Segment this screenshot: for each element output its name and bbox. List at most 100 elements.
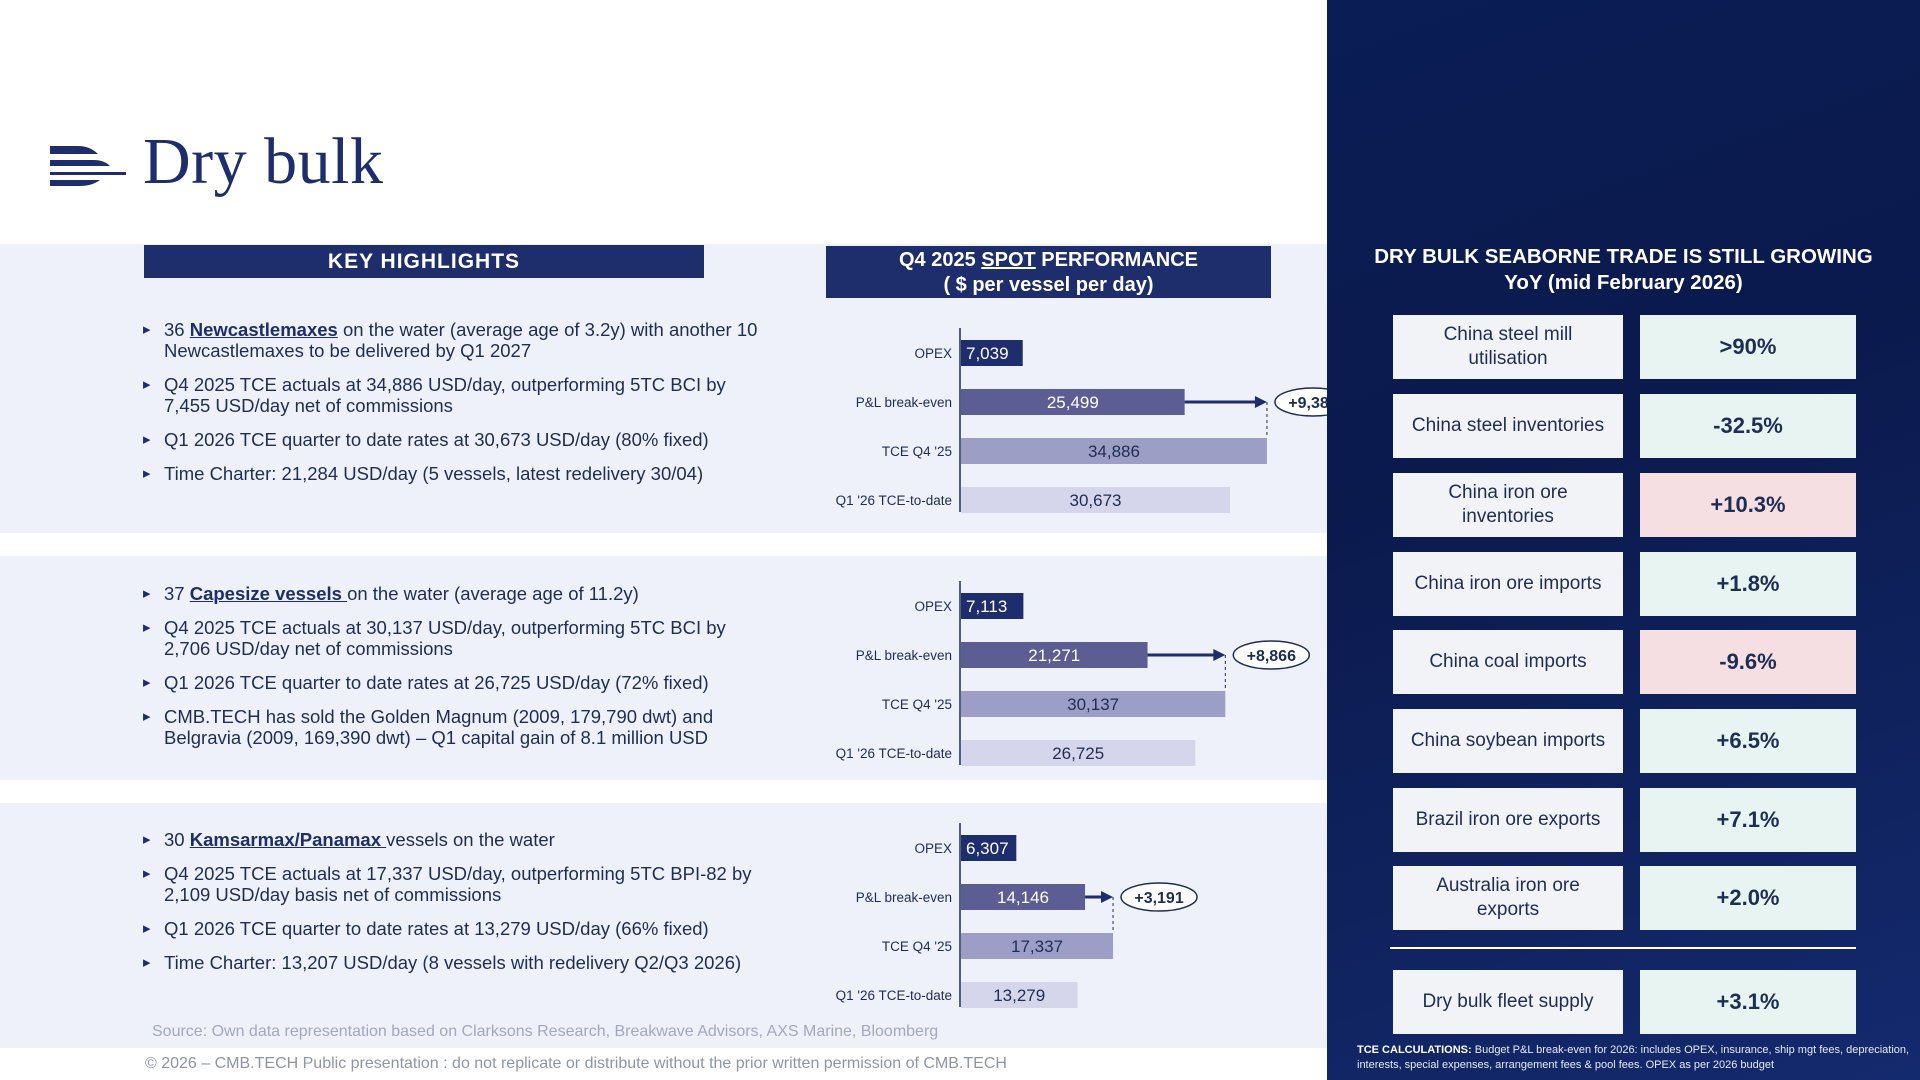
bar [961, 933, 1114, 959]
metric-row: China steel mill utilisation >90% [1393, 315, 1856, 379]
delta-arrow-head [1254, 396, 1267, 408]
bar [961, 691, 1226, 717]
list-item: 30 Kamsarmax/Panamax vessels on the wate… [143, 829, 763, 850]
list-item: Q1 2026 TCE quarter to date rates at 26,… [143, 672, 763, 693]
metric-value: >90% [1640, 315, 1856, 379]
metric-label: China steel inventories [1393, 394, 1623, 458]
list-item: Q4 2025 TCE actuals at 30,137 USD/day, o… [143, 617, 763, 659]
list-item: CMB.TECH has sold the Golden Magnum (200… [143, 706, 763, 748]
metric-label: China coal imports [1393, 630, 1623, 694]
metric-label: China iron ore inventories [1393, 473, 1623, 537]
bar-value-label: 25,499 [1047, 393, 1099, 412]
newcastlemaxes-link[interactable]: Newcastlemaxes [189, 319, 338, 340]
category-label: P&L break-even [856, 648, 952, 663]
category-label: OPEX [914, 346, 952, 361]
delta-bubble [1120, 882, 1198, 912]
bullet-text: Q4 2025 TCE actuals at 34,886 USD/day, o… [164, 374, 726, 416]
key-highlights-header: KEY HIGHLIGHTS [144, 245, 704, 278]
category-label: TCE Q4 '25 [882, 697, 952, 712]
bullet-text: Q1 2026 TCE quarter to date rates at 13,… [164, 918, 709, 939]
metric-value: +3.1% [1640, 970, 1856, 1034]
metric-value: +10.3% [1640, 473, 1856, 537]
bullet-text: Q4 2025 TCE actuals at 30,137 USD/day, o… [164, 617, 726, 659]
metric-label: China soybean imports [1393, 709, 1623, 773]
list-item: Q4 2025 TCE actuals at 34,886 USD/day, o… [143, 374, 763, 416]
bar [961, 884, 1086, 910]
bullet-text: 37 [164, 583, 190, 604]
capesize-vessels-link[interactable]: Capesize vessels [189, 583, 348, 604]
bullet-text: vessels on the water [386, 829, 555, 850]
metric-divider [1390, 947, 1856, 949]
category-label: P&L break-even [856, 395, 952, 410]
spot-chart-kamsarmax: OPEX 6,307 P&L break-even 14,146 TCE Q4 '25 1… [820, 815, 1340, 1015]
tce-calculations-note: TCE CALCULATIONS: Budget P&L break-even … [1357, 1043, 1917, 1073]
bar-value-label: 26,725 [1052, 744, 1104, 763]
bullet-text: CMB.TECH has sold the Golden Magnum (200… [164, 706, 714, 748]
metric-row: China iron ore inventories +10.3% [1393, 473, 1856, 537]
metric-label: Brazil iron ore exports [1393, 788, 1623, 852]
bar-chart-svg: OPEX 7,113 P&L break-even 21,271 TCE Q4 '25 3… [836, 581, 1311, 766]
bullet-text: Q4 2025 TCE actuals at 17,337 USD/day, o… [164, 863, 752, 905]
bar-value-label: 17,337 [1011, 937, 1063, 956]
category-label: Q1 '26 TCE-to-date [836, 988, 952, 1003]
capesize-highlights: 37 Capesize vessels on the water (averag… [143, 583, 763, 761]
kamsarmax-panamax-link[interactable]: Kamsarmax/Panamax [189, 829, 387, 850]
right-panel-title: DRY BULK SEABORNE TRADE IS STILL GROWING… [1327, 244, 1920, 296]
tce-note-title: TCE CALCULATIONS: [1357, 1044, 1472, 1056]
bar-chart-svg: OPEX 6,307 P&L break-even 14,146 TCE Q4 '25 1… [836, 823, 1198, 1008]
bar [961, 835, 1017, 861]
spot-header-spot: SPOT [981, 249, 1036, 271]
list-item: Q4 2025 TCE actuals at 17,337 USD/day, o… [143, 863, 763, 905]
metric-row-fleet-supply: Dry bulk fleet supply +3.1% [1393, 970, 1856, 1034]
bar-value-label: 13,279 [993, 986, 1045, 1005]
category-label: Q1 '26 TCE-to-date [836, 746, 952, 761]
bar [961, 340, 1023, 366]
right-panel-title-line1: DRY BULK SEABORNE TRADE IS STILL GROWING [1374, 245, 1873, 268]
bar-value-label: 7,039 [966, 344, 1009, 363]
bullet-text: 30 [164, 829, 190, 850]
bullet-text: Time Charter: 21,284 USD/day (5 vessels,… [164, 463, 704, 484]
metric-value: +2.0% [1640, 866, 1856, 930]
category-label: Q1 '26 TCE-to-date [836, 493, 952, 508]
bar-value-label: 30,673 [1070, 491, 1122, 510]
metric-row: China soybean imports +6.5% [1393, 709, 1856, 773]
category-label: TCE Q4 '25 [882, 939, 952, 954]
bullet-text: Time Charter: 13,207 USD/day (8 vessels … [164, 952, 742, 973]
bullet-text: Q1 2026 TCE quarter to date rates at 26,… [164, 672, 709, 693]
metric-label: China steel mill utilisation [1393, 315, 1623, 379]
metric-row: China coal imports -9.6% [1393, 630, 1856, 694]
copyright-note: © 2026 – CMB.TECH Public presentation : … [145, 1055, 1007, 1072]
category-label: OPEX [914, 841, 952, 856]
category-label: P&L break-even [856, 890, 952, 905]
bar-value-label: 7,113 [966, 597, 1007, 616]
metric-label: Australia iron ore exports [1393, 866, 1623, 930]
bar-chart-svg: OPEX 7,039 P&L break-even 25,499 TCE Q4 '25 3… [836, 328, 1352, 513]
bullet-text: on the water (average age of 3.2y) with … [164, 319, 758, 361]
bar [961, 487, 1231, 513]
metric-value: -32.5% [1640, 394, 1856, 458]
bar [961, 982, 1078, 1008]
metric-row: Brazil iron ore exports +7.1% [1393, 788, 1856, 852]
bar [961, 593, 1024, 619]
bar-value-label: 14,146 [997, 888, 1049, 907]
list-item: Time Charter: 13,207 USD/day (8 vessels … [143, 952, 763, 973]
metric-value: -9.6% [1640, 630, 1856, 694]
bar [961, 438, 1267, 464]
list-item: Q1 2026 TCE quarter to date rates at 30,… [143, 429, 763, 450]
list-item: Time Charter: 21,284 USD/day (5 vessels,… [143, 463, 763, 484]
bar [961, 389, 1185, 415]
bar [961, 642, 1148, 668]
source-note: Source: Own data representation based on… [152, 1023, 939, 1040]
bar-value-label: 34,886 [1088, 442, 1140, 461]
metric-row: China steel inventories -32.5% [1393, 394, 1856, 458]
list-item: 36 Newcastlemaxes on the water (average … [143, 319, 763, 361]
bar [961, 740, 1196, 766]
list-item: 37 Capesize vessels on the water (averag… [143, 583, 763, 604]
spot-chart-newcastlemax: OPEX 7,039 P&L break-even 25,499 TCE Q4 '25 3… [820, 320, 1352, 520]
bullet-text: on the water (average age of 11.2y) [347, 583, 639, 604]
spot-header-prefix: Q4 2025 [899, 249, 982, 271]
metric-label: Dry bulk fleet supply [1393, 970, 1623, 1034]
company-logo-icon [50, 146, 126, 186]
category-label: OPEX [914, 599, 952, 614]
bar-value-label: 30,137 [1067, 695, 1119, 714]
